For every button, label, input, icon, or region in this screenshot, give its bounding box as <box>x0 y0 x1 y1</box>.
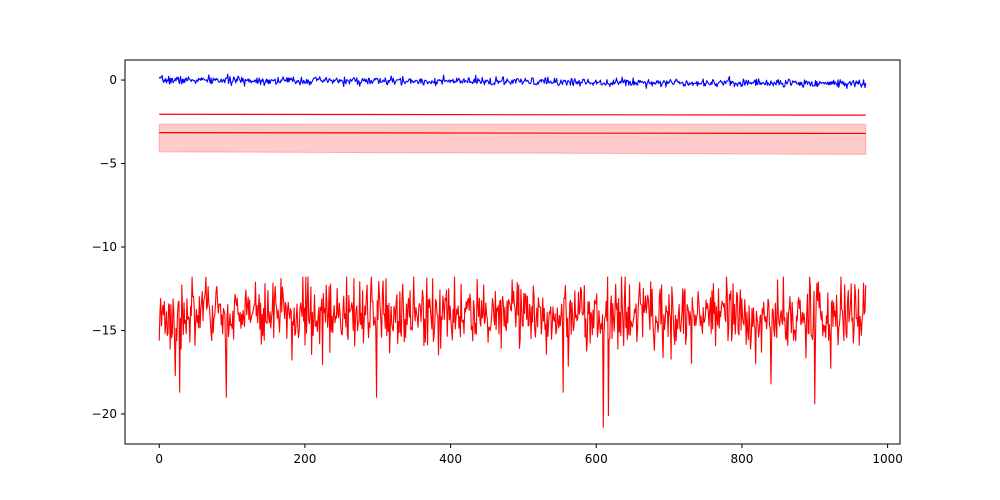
plot-area <box>158 73 867 428</box>
x-tick-label: 0 <box>155 452 163 466</box>
x-tick-label: 200 <box>293 452 316 466</box>
series-line-3 <box>158 276 867 428</box>
confidence-band <box>158 123 867 155</box>
y-tick-label: −10 <box>92 240 117 254</box>
y-tick-label: −20 <box>92 407 117 421</box>
x-tick-label: 600 <box>585 452 608 466</box>
band-center-line <box>159 132 866 135</box>
series-line-0 <box>158 73 867 90</box>
y-tick-label: −15 <box>92 323 117 337</box>
y-tick-label: −5 <box>99 157 117 171</box>
x-tick-label: 1000 <box>872 452 903 466</box>
y-tick-label: 0 <box>109 73 117 87</box>
x-tick-label: 400 <box>439 452 462 466</box>
series-line-1 <box>159 113 866 116</box>
axes: 0 200 400 600 800 1000 0 −5 −10 −15 −20 <box>92 73 903 466</box>
axes-frame <box>124 59 901 445</box>
x-tick-label: 800 <box>730 452 753 466</box>
